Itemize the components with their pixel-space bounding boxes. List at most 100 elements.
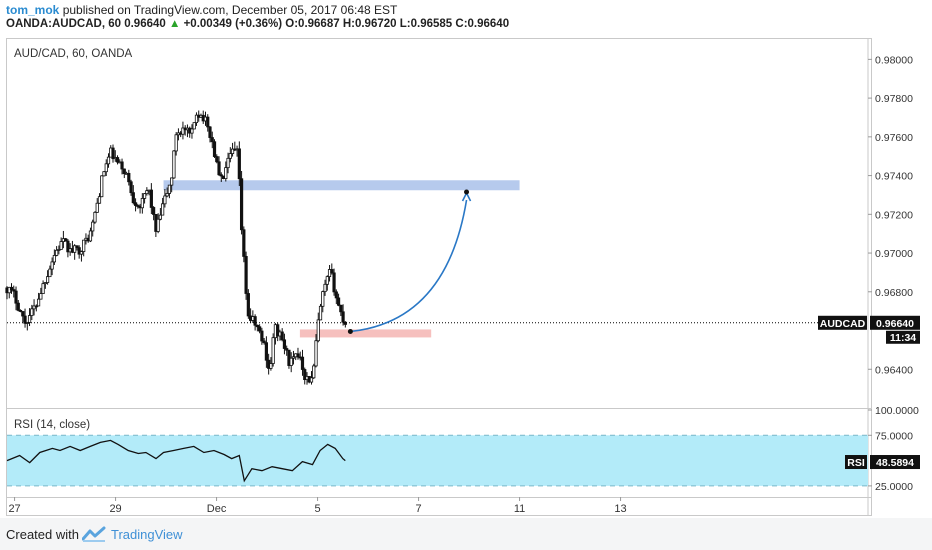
candle-body xyxy=(237,148,241,180)
countdown-tag: 11:34 xyxy=(890,332,916,344)
candle-body xyxy=(104,163,108,173)
candle-body xyxy=(127,172,131,183)
rsi-tag: RSI xyxy=(847,457,865,469)
candle-body xyxy=(339,304,343,313)
chart-frame xyxy=(6,38,872,516)
candle-body xyxy=(262,340,266,344)
candle-body xyxy=(7,286,11,294)
candle-body xyxy=(228,153,232,159)
candle-body xyxy=(285,348,289,351)
chart-canvas[interactable]: 0.98000 0.97800 0.97600 0.97400 0.97200 0.970… xyxy=(0,0,932,518)
price-axis-label: 0.97000 xyxy=(875,248,913,260)
candle-body xyxy=(73,245,77,253)
candle-body xyxy=(43,282,47,285)
rsi-value-tag-bg xyxy=(870,455,920,470)
low-label: L: xyxy=(399,18,411,30)
support-zone xyxy=(299,329,432,338)
candle-body xyxy=(314,340,318,367)
candle-body xyxy=(242,229,246,257)
published-text: published on TradingView.com, December 0… xyxy=(62,3,398,17)
last-price: 0.96640 xyxy=(124,18,166,30)
candle-body xyxy=(309,377,314,383)
time-axis-label: 13 xyxy=(614,503,626,515)
candle-body xyxy=(334,291,338,299)
price-axis-label: 0.96800 xyxy=(875,287,913,299)
candle-body xyxy=(39,293,43,300)
candle-body xyxy=(66,240,70,253)
candle-body xyxy=(21,311,25,317)
candle-body xyxy=(208,126,212,138)
candle-body xyxy=(27,315,32,323)
candle-body xyxy=(149,189,153,208)
candle-body xyxy=(57,249,61,251)
candle-body xyxy=(217,161,221,176)
candle-body xyxy=(102,171,106,177)
time-axis-label: Dec xyxy=(207,503,227,515)
candle-body xyxy=(174,134,178,152)
candle-body xyxy=(343,321,347,325)
candle-body xyxy=(325,276,329,285)
candle-body xyxy=(91,221,95,232)
rsi-value-tag: 48.5894 xyxy=(876,457,914,469)
candle-body xyxy=(271,337,275,364)
candle-body xyxy=(253,316,257,326)
candle-body xyxy=(46,276,50,283)
candle-body xyxy=(244,256,248,294)
candle-body xyxy=(336,297,341,306)
candle-body xyxy=(167,184,172,194)
candle-body xyxy=(140,198,144,209)
candle-body xyxy=(16,302,20,311)
countdown-tag-bg xyxy=(886,330,920,344)
candle-body xyxy=(77,247,81,255)
chart-header: tom_mok published on TradingView.com, De… xyxy=(0,0,932,38)
footer: Created with TradingView xyxy=(0,518,932,550)
candle-body xyxy=(156,218,160,232)
candle-body xyxy=(100,175,104,198)
rsi-band xyxy=(7,435,868,486)
candle-body xyxy=(95,202,99,213)
up-arrow-icon: ▲ xyxy=(169,18,181,30)
rsi-axis-label: 25.0000 xyxy=(875,481,913,493)
candle-body xyxy=(224,167,228,180)
candle-body xyxy=(111,147,115,160)
candle-body xyxy=(230,148,235,154)
last-price-tag: 0.96640 xyxy=(876,318,914,330)
resistance-zone xyxy=(163,180,520,191)
candle-body xyxy=(258,326,262,332)
candle-body xyxy=(318,305,323,321)
candle-body xyxy=(9,286,14,291)
low-value: 0.96585 xyxy=(410,18,453,30)
candle-body xyxy=(170,177,174,186)
rsi-axis-label: 100.0000 xyxy=(875,405,919,417)
rsi-line xyxy=(6,439,346,483)
candle-body xyxy=(291,356,296,359)
open-label: O: xyxy=(285,18,299,30)
author-link[interactable]: tom_mok xyxy=(6,3,60,17)
candle-body xyxy=(50,261,54,270)
candle-body xyxy=(152,207,156,215)
candle-body xyxy=(219,174,223,177)
high-value: 0.96720 xyxy=(354,18,397,30)
publish-info: tom_mok published on TradingView.com, De… xyxy=(6,3,397,17)
candle-body xyxy=(82,239,86,252)
chart-title: AUD/CAD, 60, OANDA xyxy=(14,48,133,60)
rsi-tag-bg xyxy=(845,455,867,470)
candle-body xyxy=(88,230,93,242)
candle-body xyxy=(79,251,84,255)
candle-body xyxy=(64,238,68,242)
candle-body xyxy=(75,245,79,249)
time-axis-label: 5 xyxy=(315,503,321,515)
candle-body xyxy=(14,290,18,304)
symbol-info: OANDA:AUDCAD, 60 0.96640 ▲ +0.00349 (+0.… xyxy=(6,18,509,30)
candle-body xyxy=(158,214,162,220)
candle-body xyxy=(172,150,176,179)
projection-arrow xyxy=(350,199,468,333)
candle-body xyxy=(18,310,23,312)
candle-body xyxy=(255,324,259,328)
tradingview-logo-icon[interactable] xyxy=(82,526,106,542)
candle-body xyxy=(210,137,214,143)
candle-body xyxy=(194,114,199,124)
open-value: 0.96687 xyxy=(298,18,340,30)
price-axis-label: 0.97800 xyxy=(875,93,913,105)
tradingview-brand[interactable]: TradingView xyxy=(111,527,183,542)
